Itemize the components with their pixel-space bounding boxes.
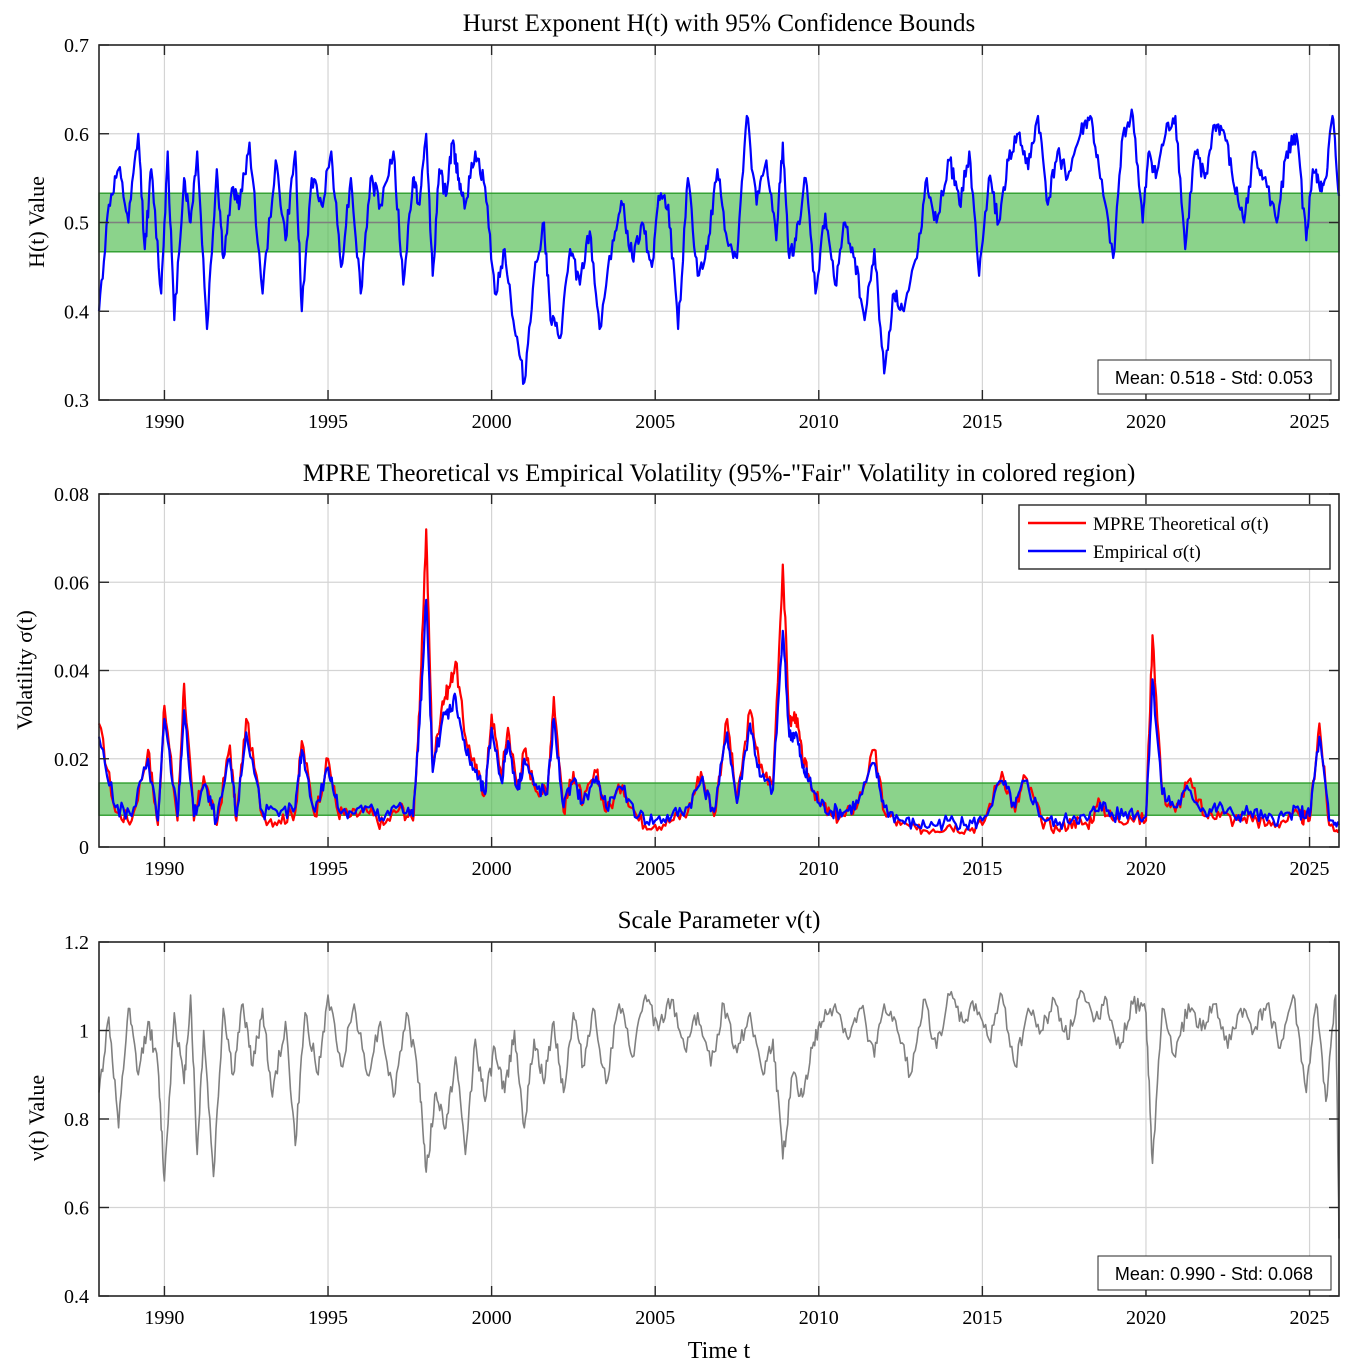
- x-tick-label: 1995: [308, 411, 348, 433]
- y-tick-label: 1: [79, 1021, 89, 1043]
- y-tick-label: 0.7: [64, 35, 89, 57]
- x-tick-label: 2005: [635, 411, 675, 433]
- hurst-series-primary: [97, 108, 1341, 385]
- y-tick-label: 0.08: [54, 484, 89, 506]
- x-tick-label: 2015: [962, 411, 1002, 433]
- y-tick-label: 0.02: [54, 749, 89, 771]
- x-tick-label: 1995: [308, 858, 348, 880]
- x-tick-label: 2000: [472, 411, 512, 433]
- hurst-panel: Hurst Exponent H(t) with 95% Confidence …: [24, 10, 1341, 433]
- y-tick-label: 0.5: [64, 213, 89, 235]
- y-tick-label: 0.04: [54, 661, 89, 683]
- x-tick-label: 2025: [1290, 411, 1330, 433]
- hurst-ylabel: H(t) Value: [24, 176, 49, 268]
- volatility-panel: MPRE Theoretical vs Empirical Volatility…: [12, 460, 1340, 880]
- x-tick-label: 2020: [1126, 1307, 1166, 1329]
- x-tick-label: 2015: [962, 1307, 1002, 1329]
- scale-series-primary: [98, 989, 1340, 1239]
- x-tick-label: 2010: [799, 411, 839, 433]
- scale-ylabel: ν(t) Value: [24, 1075, 49, 1161]
- scale-stat-box: Mean: 0.990 - Std: 0.068: [1097, 1255, 1332, 1291]
- x-tick-label: 2010: [799, 858, 839, 880]
- scale-stat-text: Mean: 0.990 - Std: 0.068: [1115, 1264, 1313, 1284]
- y-tick-label: 0.4: [64, 301, 89, 323]
- hurst-stat-box: Mean: 0.518 - Std: 0.053: [1097, 359, 1332, 395]
- x-tick-label: 2005: [635, 1307, 675, 1329]
- x-tick-label: 2020: [1126, 411, 1166, 433]
- scale-title: Scale Parameter ν(t): [618, 907, 821, 934]
- y-tick-label: 1.2: [64, 932, 89, 954]
- volatility-ylabel: Volatility σ(t): [12, 610, 37, 730]
- hurst-title: Hurst Exponent H(t) with 95% Confidence …: [463, 10, 975, 37]
- x-tick-label: 2005: [635, 858, 675, 880]
- y-tick-label: 0.06: [54, 572, 89, 594]
- y-tick-label: 0.8: [64, 1109, 89, 1131]
- volatility-legend: MPRE Theoretical σ(t) Empirical σ(t): [1018, 504, 1331, 570]
- scale-panel: Scale Parameter ν(t) ν(t) Value 1990 1995…: [24, 907, 1340, 1364]
- x-tick-label: 2025: [1290, 858, 1330, 880]
- y-tick-label: 0: [79, 837, 89, 859]
- x-tick-label: 2020: [1126, 858, 1166, 880]
- x-tick-label: 1990: [144, 858, 184, 880]
- x-tick-label: 2010: [799, 1307, 839, 1329]
- y-tick-label: 0.6: [64, 1198, 89, 1220]
- x-axis-label: Time t: [688, 1338, 751, 1364]
- legend-theoretical-label: MPRE Theoretical σ(t): [1093, 514, 1269, 535]
- x-tick-label: 1990: [144, 1307, 184, 1329]
- y-tick-label: 0.3: [64, 390, 89, 412]
- legend-empirical-label: Empirical σ(t): [1093, 542, 1201, 563]
- y-tick-label: 0.4: [64, 1286, 89, 1308]
- x-tick-label: 2025: [1290, 1307, 1330, 1329]
- x-tick-label: 1995: [308, 1307, 348, 1329]
- x-tick-label: 1990: [144, 411, 184, 433]
- hurst-stat-text: Mean: 0.518 - Std: 0.053: [1115, 368, 1313, 388]
- x-tick-label: 2000: [472, 858, 512, 880]
- volatility-series-secondary: [97, 598, 1340, 832]
- volatility-title: MPRE Theoretical vs Empirical Volatility…: [303, 460, 1136, 487]
- y-tick-label: 0.6: [64, 124, 89, 146]
- x-tick-label: 2000: [472, 1307, 512, 1329]
- volatility-series-primary: [97, 528, 1340, 835]
- x-tick-label: 2015: [962, 858, 1002, 880]
